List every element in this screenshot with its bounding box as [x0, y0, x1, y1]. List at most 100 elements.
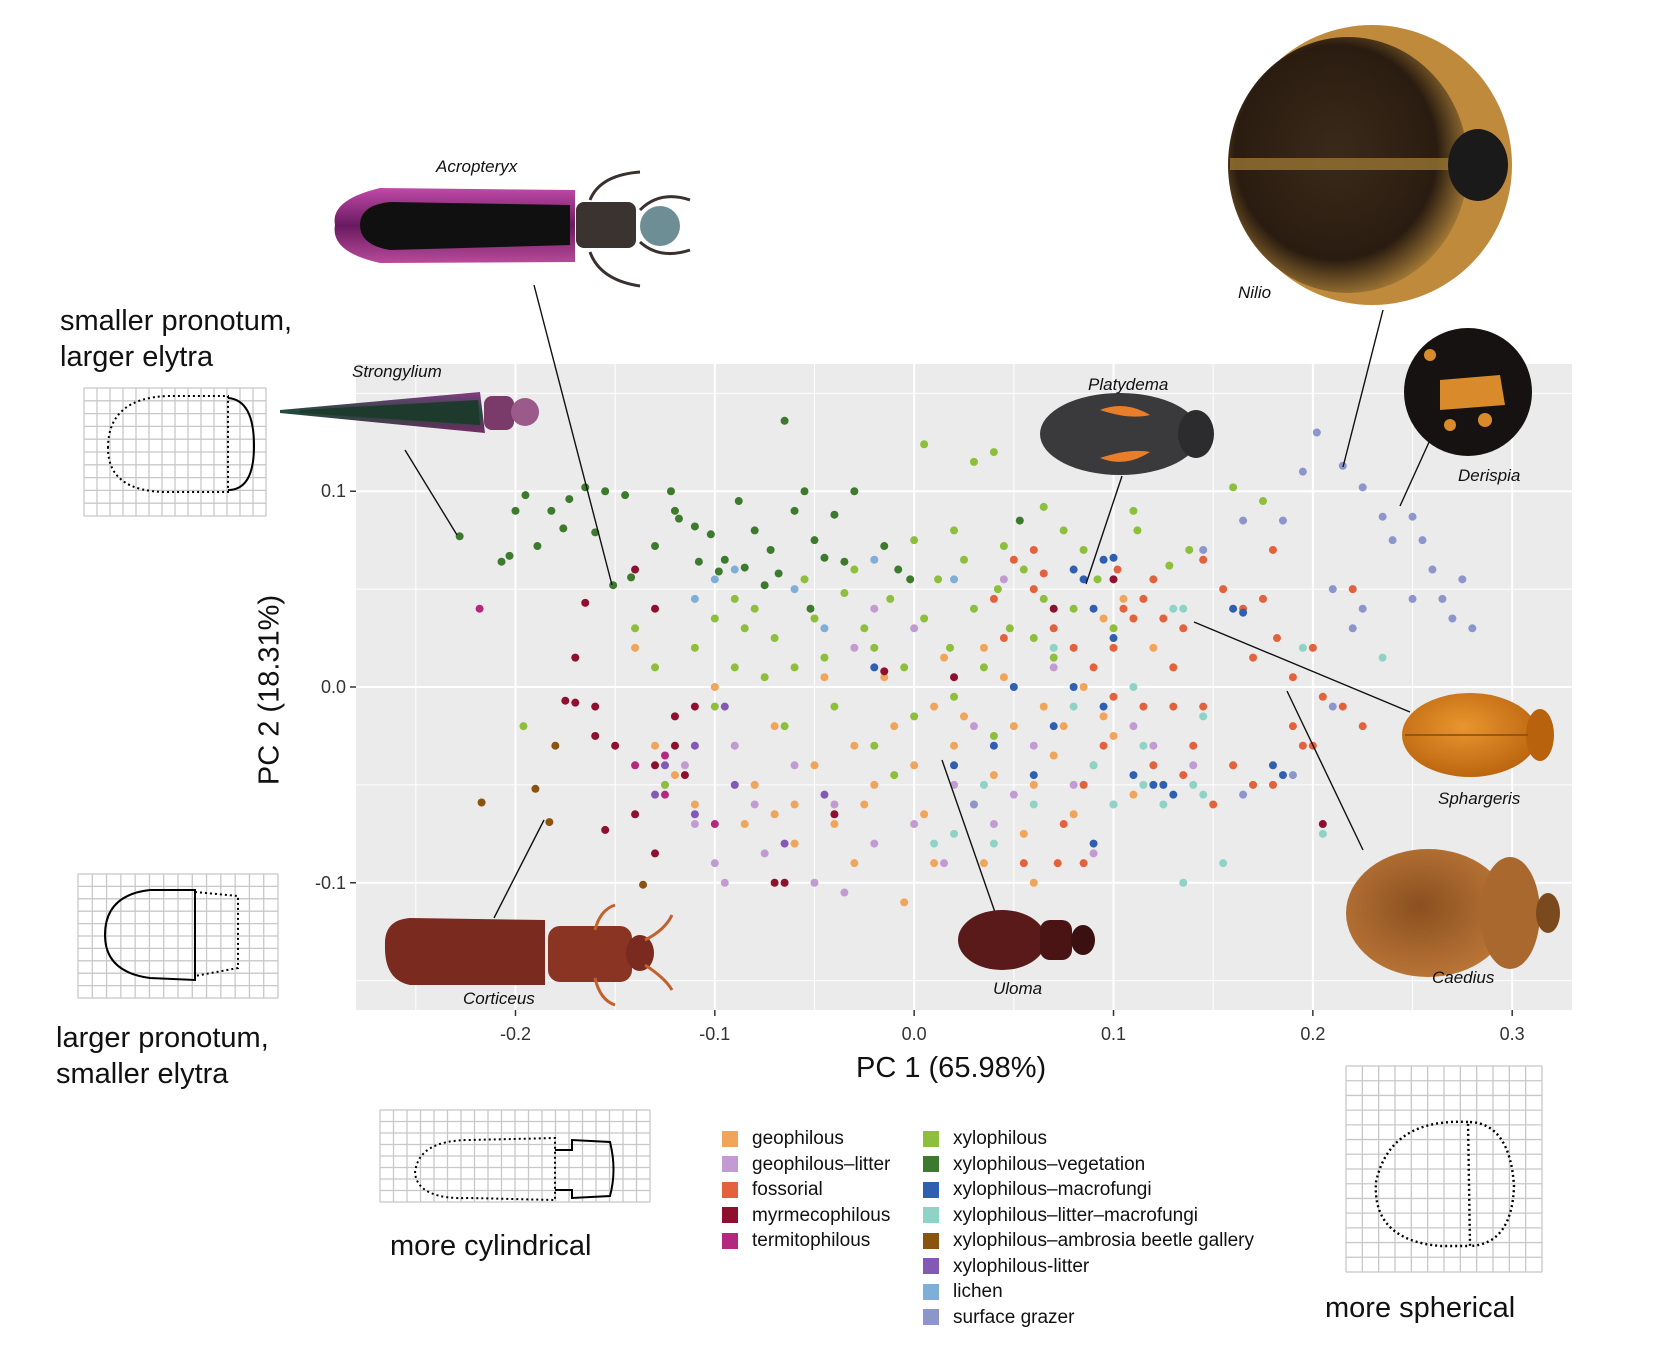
data-point [1199, 790, 1208, 799]
data-point [979, 643, 988, 652]
data-point [1099, 555, 1108, 564]
data-point [740, 563, 749, 572]
legend-swatch [923, 1207, 939, 1224]
data-point [1149, 575, 1158, 584]
data-point [999, 542, 1008, 551]
data-point [690, 820, 699, 829]
data-point [1288, 722, 1297, 731]
data-point [710, 575, 719, 584]
data-point [770, 722, 779, 731]
data-point [750, 800, 759, 809]
data-point [730, 780, 739, 789]
label-bottom-left: more cylindrical [390, 1230, 592, 1262]
data-point [1149, 761, 1158, 770]
data-point [1268, 761, 1277, 770]
x-tick-label: 0.3 [1500, 1024, 1525, 1044]
beetle-corticeus [384, 903, 674, 1007]
leader-line-uloma [941, 759, 998, 919]
data-point [880, 542, 889, 551]
legend-label: xylophilous–macrofungi [953, 1179, 1152, 1200]
data-point [740, 624, 749, 633]
data-point [621, 491, 630, 500]
taxon-label-caedius: Caedius [1432, 968, 1495, 987]
leader-line-caedius [1286, 690, 1364, 851]
data-point [1278, 516, 1287, 525]
data-point [760, 581, 769, 590]
legend-item: geophilous–litter [722, 1152, 890, 1178]
beetle-platydema [1040, 393, 1214, 475]
data-point [900, 663, 909, 672]
y-tick-label: -0.1 [315, 873, 346, 893]
data-point [477, 798, 486, 807]
data-point [1029, 780, 1038, 789]
legend-label: termitophilous [752, 1230, 871, 1251]
data-point [1199, 545, 1208, 554]
data-point [710, 702, 719, 711]
data-point [571, 653, 580, 662]
data-point [1272, 634, 1281, 643]
beetle-derispia [1404, 328, 1532, 456]
data-point [800, 575, 809, 584]
data-point [1159, 780, 1168, 789]
data-point [680, 771, 689, 780]
data-point [690, 741, 699, 750]
data-point [1288, 673, 1297, 682]
data-point [989, 448, 998, 457]
data-point [1169, 702, 1178, 711]
legend-swatch [722, 1207, 738, 1224]
data-point [670, 771, 679, 780]
data-point [820, 790, 829, 799]
data-point [734, 497, 743, 506]
legend-item: geophilous [722, 1126, 890, 1152]
data-point [631, 761, 640, 770]
data-point [920, 614, 929, 623]
data-point [930, 839, 939, 848]
data-point [989, 839, 998, 848]
label-upper-left-line2: larger elytra [60, 341, 214, 373]
data-point [750, 780, 759, 789]
data-point [934, 575, 943, 584]
data-point [1049, 643, 1058, 652]
data-point [1268, 545, 1277, 554]
data-point [989, 594, 998, 603]
label-lower-left: larger pronotum, smaller elytra [56, 1020, 269, 1092]
data-point [1109, 731, 1118, 740]
data-point [1378, 653, 1387, 662]
data-point [660, 780, 669, 789]
data-point [1129, 790, 1138, 799]
data-point [830, 800, 839, 809]
label-lower-left-line2: smaller elytra [56, 1058, 229, 1090]
data-point [900, 898, 909, 907]
data-point [770, 810, 779, 819]
data-point [1053, 859, 1062, 868]
data-point [1029, 585, 1038, 594]
data-point [710, 614, 719, 623]
data-point [1199, 555, 1208, 564]
data-point [969, 457, 978, 466]
data-point [850, 565, 859, 574]
data-point [1093, 575, 1102, 584]
data-point [1089, 663, 1098, 672]
data-point [690, 594, 699, 603]
deformation-grid-bottom-left [379, 1109, 651, 1203]
data-point [1139, 780, 1148, 789]
data-point [790, 800, 799, 809]
data-point [989, 820, 998, 829]
data-point [1179, 878, 1188, 887]
data-point [1179, 604, 1188, 613]
data-point [979, 780, 988, 789]
data-point [730, 741, 739, 750]
data-point [920, 440, 929, 449]
data-point [497, 557, 506, 566]
data-point [1239, 608, 1248, 617]
legend-item: lichen [923, 1279, 1254, 1305]
label-upper-left-line1: smaller pronotum, [60, 305, 293, 337]
data-point [870, 663, 879, 672]
data-point [690, 800, 699, 809]
data-point [1029, 800, 1038, 809]
data-point [1249, 653, 1258, 662]
data-point [870, 839, 879, 848]
data-point [969, 800, 978, 809]
data-point [651, 761, 660, 770]
